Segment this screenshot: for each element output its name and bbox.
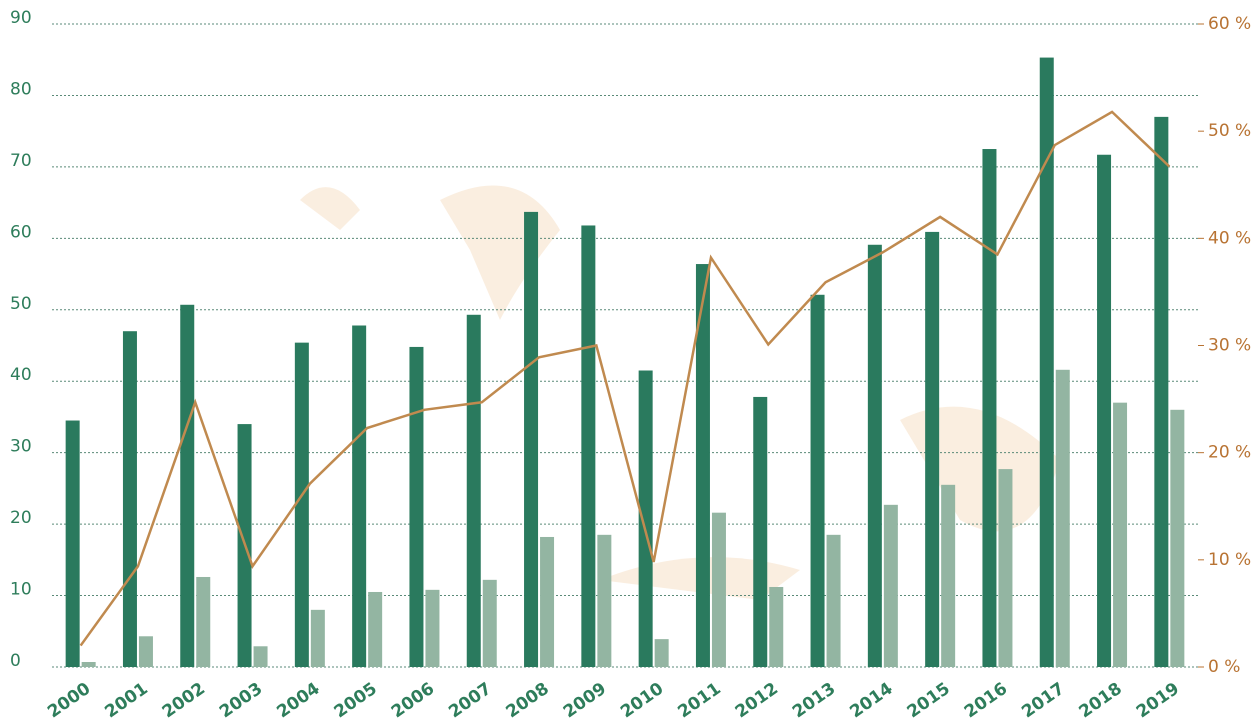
x-tick-label: 2017 [1018, 679, 1068, 723]
bar [540, 536, 555, 667]
bar [1170, 409, 1185, 667]
bar [524, 211, 539, 667]
line [79, 110, 1171, 647]
x-tick-label: 2015 [904, 679, 954, 723]
bar [1154, 116, 1169, 667]
x-tick-label: 2005 [331, 679, 381, 723]
y-tick-label: 20 [10, 508, 32, 528]
bar [581, 225, 596, 667]
y-tick-label: 30 [10, 437, 32, 457]
bar [654, 639, 669, 667]
bar [65, 420, 80, 667]
bar [1113, 402, 1128, 667]
bar [998, 469, 1013, 667]
x-tick-label: 2013 [789, 679, 839, 723]
x-tick-label: 2016 [961, 679, 1011, 723]
bar [826, 534, 841, 667]
y2-tick-label: 20 % [1208, 443, 1251, 463]
bar [294, 342, 309, 667]
x-tick-label: 2006 [388, 679, 438, 723]
bar [466, 314, 481, 667]
bar [810, 294, 825, 667]
y2-tick-label: 60 % [1208, 14, 1251, 34]
bar [368, 591, 383, 667]
x-tick-label: 2002 [159, 679, 209, 723]
bar [695, 264, 710, 667]
bar [867, 244, 882, 667]
y-tick-label: 90 [10, 8, 32, 28]
x-tick-label: 2004 [273, 679, 323, 723]
y2-tick-label: 40 % [1208, 228, 1251, 248]
bar [1097, 154, 1112, 667]
x-tick-label: 2018 [1076, 679, 1126, 723]
bar [482, 579, 497, 667]
x-tick-label: 2009 [560, 679, 610, 723]
bar [122, 331, 137, 667]
bar [81, 661, 96, 667]
bar [982, 149, 997, 667]
y-tick-label: 80 [10, 79, 32, 99]
x-tick-label: 2012 [732, 679, 782, 723]
x-tick-label: 2019 [1133, 679, 1183, 723]
bar [253, 646, 268, 667]
x-tick-label: 2000 [44, 679, 94, 723]
y2-tick-label: 50 % [1208, 121, 1251, 141]
bar [310, 609, 325, 667]
bar [196, 576, 211, 667]
bar [180, 304, 195, 667]
y-tick-label: 0 [10, 651, 21, 671]
y-tick-label: 60 [10, 222, 32, 242]
y-tick-label: 40 [10, 365, 32, 385]
x-tick-label: 2001 [101, 679, 151, 723]
x-tick-label: 2014 [846, 679, 896, 723]
bar [597, 534, 612, 667]
bar [425, 589, 440, 667]
x-tick-label: 2008 [503, 679, 553, 723]
bar [1039, 57, 1054, 668]
bar [925, 231, 940, 668]
x-tick-label: 2007 [445, 679, 495, 723]
bar [1055, 369, 1070, 667]
y-tick-label: 50 [10, 294, 32, 314]
y-tick-label: 10 [10, 580, 32, 600]
bar [138, 636, 153, 667]
x-tick-label: 2010 [617, 679, 667, 723]
bar [753, 396, 768, 667]
x-tick-label: 2011 [674, 679, 724, 723]
x-tick-label: 2003 [216, 679, 266, 723]
y-tick-label: 70 [10, 151, 32, 171]
bar [883, 504, 898, 667]
bar [409, 346, 424, 667]
y2-tick-label: 30 % [1208, 336, 1251, 356]
bar [638, 370, 653, 667]
bar [352, 325, 367, 667]
bar [769, 586, 784, 667]
y2-tick-label: 10 % [1208, 550, 1251, 570]
bar [941, 484, 956, 667]
y2-tick-label: 0 % [1208, 657, 1240, 677]
bar [711, 512, 726, 667]
